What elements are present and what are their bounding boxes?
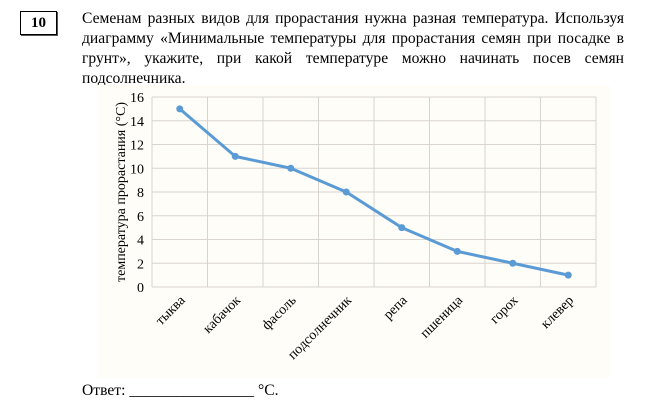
x-tick-label: тыква <box>153 293 189 329</box>
y-axis-label: температура прорастания (°C) <box>114 102 129 282</box>
y-tick-label: 16 <box>130 91 144 106</box>
answer-unit: °C. <box>257 382 279 399</box>
y-tick-label: 2 <box>137 257 144 272</box>
answer-blank[interactable]: ________________ <box>129 382 255 399</box>
x-tick-label: кабачок <box>201 293 245 337</box>
x-tick-label: клевер <box>538 293 577 332</box>
data-point-marker <box>287 164 295 172</box>
answer-line: Ответ: ________________ °C. <box>82 382 279 400</box>
y-tick-label: 10 <box>130 162 144 177</box>
data-point-marker <box>342 188 350 196</box>
data-point-marker <box>176 105 184 113</box>
x-tick-label: фасоль <box>259 293 299 333</box>
y-tick-label: 8 <box>137 186 144 201</box>
question-number: 10 <box>20 11 57 35</box>
data-point-marker <box>564 271 572 279</box>
y-tick-label: 4 <box>137 234 144 249</box>
x-tick-label: горох <box>488 293 522 327</box>
y-tick-label: 0 <box>137 281 144 296</box>
x-tick-label: репа <box>381 293 411 323</box>
y-tick-label: 14 <box>130 115 144 130</box>
y-tick-label: 6 <box>137 210 144 225</box>
data-line <box>178 107 569 277</box>
data-point-marker <box>398 224 406 232</box>
data-point-marker <box>509 259 517 267</box>
y-tick-label: 12 <box>130 139 144 154</box>
x-tick-label: пшеница <box>418 293 467 342</box>
data-point-marker <box>231 152 239 160</box>
data-point-marker <box>453 247 461 255</box>
question-text: Семенам разных видов для прорастания нуж… <box>82 10 624 87</box>
answer-label: Ответ: <box>82 382 126 399</box>
chart: 0 2 4 6 8 10 12 14 16 температура прорастания (°C… <box>97 85 610 378</box>
